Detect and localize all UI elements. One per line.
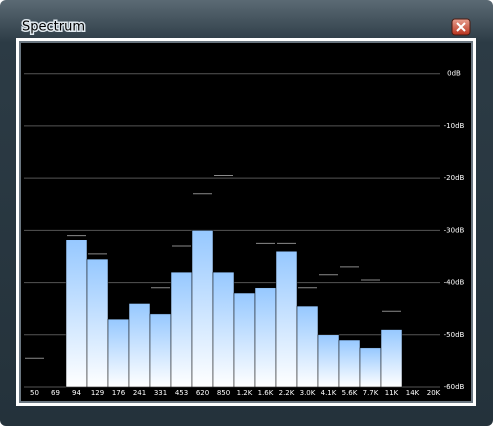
x-tick-label: 850 — [217, 389, 230, 397]
bar — [296, 305, 319, 388]
bar — [170, 271, 193, 388]
bar — [254, 287, 277, 388]
bar — [338, 339, 361, 388]
close-icon — [456, 22, 466, 32]
bar — [65, 239, 88, 388]
x-tick-label: 94 — [72, 389, 81, 397]
window-title: Spectrum — [22, 20, 85, 35]
x-tick-label: 1.2K — [237, 389, 253, 397]
x-tick-label: 7.7K — [363, 389, 379, 397]
x-tick-label: 2.2K — [279, 389, 295, 397]
bar — [191, 230, 214, 388]
y-tick-label: -30dB — [444, 226, 465, 234]
y-tick-label: -40dB — [444, 279, 465, 287]
y-tick-label: -50dB — [444, 331, 465, 339]
x-tick-label: 69 — [51, 389, 60, 397]
x-tick-label: 453 — [175, 389, 188, 397]
bar — [128, 303, 151, 388]
x-tick-label: 620 — [196, 389, 209, 397]
bar — [86, 258, 109, 388]
x-tick-label: 176 — [112, 389, 126, 397]
bar — [317, 334, 340, 388]
y-tick-label: -20dB — [444, 174, 465, 182]
bar — [107, 318, 130, 388]
x-tick-label: 50 — [30, 389, 39, 397]
bar — [275, 250, 298, 388]
bar — [212, 271, 235, 388]
y-tick-label: -60dB — [444, 383, 465, 391]
x-tick-label: 1.6K — [258, 389, 274, 397]
bar — [233, 292, 256, 388]
x-tick-label: 331 — [154, 389, 167, 397]
bar — [149, 313, 172, 388]
x-tick-label: 4.1K — [321, 389, 337, 397]
x-tick-label: 241 — [133, 389, 146, 397]
x-tick-label: 14K — [406, 389, 420, 397]
x-tick-label: 3.0K — [300, 389, 316, 397]
bar — [359, 347, 382, 388]
x-tick-label: 20K — [427, 389, 441, 397]
x-tick-label: 129 — [91, 389, 104, 397]
y-tick-label: 0dB — [447, 70, 461, 78]
x-tick-label: 11K — [385, 389, 399, 397]
x-tick-label: 5.6K — [342, 389, 358, 397]
y-tick-label: -10dB — [444, 122, 465, 130]
bar — [380, 329, 403, 388]
